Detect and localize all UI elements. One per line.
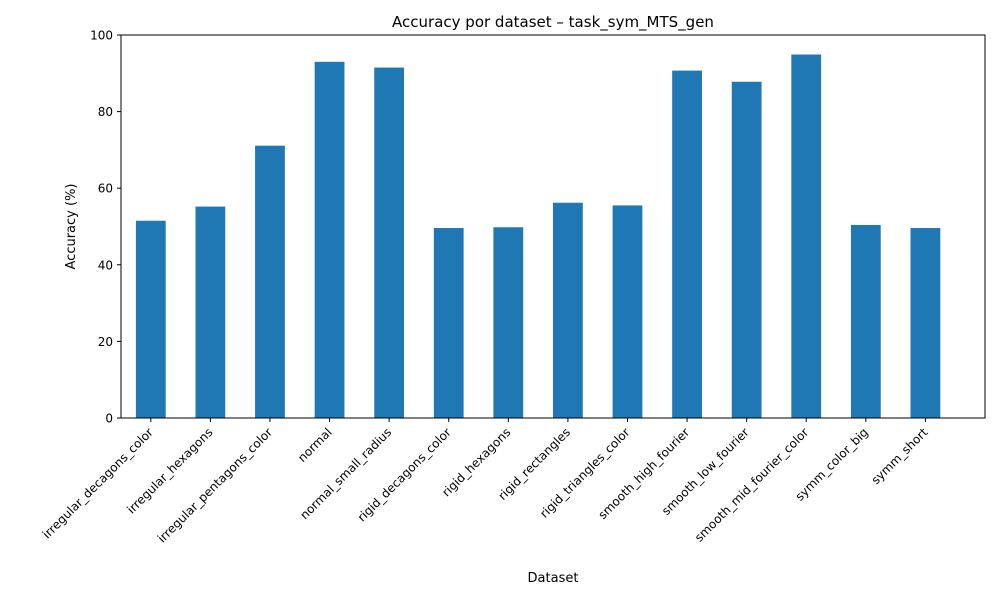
bar-irregular_pentagons_color xyxy=(255,145,285,418)
y-tick-label: 80 xyxy=(98,105,113,119)
x-tick-label: irregular_pentagons_color xyxy=(155,425,275,545)
x-tick-label: normal xyxy=(295,425,335,465)
bar-irregular_hexagons xyxy=(195,206,226,418)
bar-irregular_decagons_color xyxy=(135,220,166,418)
y-axis-title: Accuracy (%) xyxy=(64,184,79,270)
x-tick-label: irregular_decagons_color xyxy=(40,425,156,541)
bar-rigid_hexagons xyxy=(493,227,524,418)
bar-symm_color_big xyxy=(850,224,881,418)
y-tick-label: 0 xyxy=(105,412,113,426)
bar-normal xyxy=(314,61,345,419)
bar-smooth_low_fourier xyxy=(731,81,762,418)
y-tick-label: 100 xyxy=(90,29,113,43)
x-axis-title: Dataset xyxy=(528,571,579,586)
bar-symm_short xyxy=(910,228,941,418)
plot-frame xyxy=(120,34,986,419)
bar-smooth_high_fourier xyxy=(672,70,702,419)
bar-rigid_triangles_color xyxy=(612,205,643,418)
x-tick-label: symm_short xyxy=(869,425,931,487)
x-tick-label: smooth_mid_fourier_color xyxy=(692,425,811,544)
bar-rigid_rectangles xyxy=(553,202,583,418)
y-tick-label: 60 xyxy=(98,182,113,196)
bar-smooth_mid_fourier_color xyxy=(791,54,822,418)
y-tick-label: 20 xyxy=(98,335,113,349)
bar-rigid_decagons_color xyxy=(433,228,464,418)
y-tick-label: 40 xyxy=(98,258,113,272)
bar-normal_small_radius xyxy=(374,67,405,418)
chart-title: Accuracy por dataset – task_sym_MTS_gen xyxy=(392,13,714,32)
